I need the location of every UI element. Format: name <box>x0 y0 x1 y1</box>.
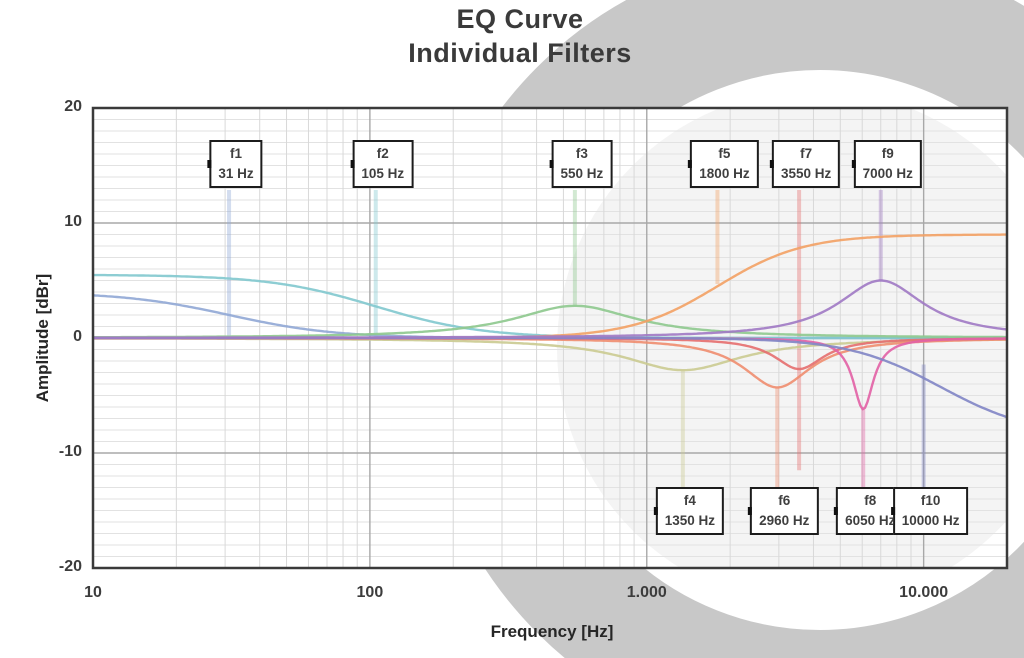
plot-border <box>91 106 1009 570</box>
chart-title-line2: Individual Filters <box>408 38 632 68</box>
filter-label-f2: f2 105 Hz <box>350 140 414 189</box>
filter-frequency: 31 Hz <box>218 165 254 181</box>
label-anchor-nub <box>851 160 856 169</box>
filter-name: f3 <box>575 146 588 161</box>
x-tick-label: 10 <box>84 584 102 601</box>
filter-frequency: 2960 Hz <box>759 512 810 528</box>
filter-name: f1 <box>230 146 243 161</box>
y-tick-label: 0 <box>73 328 82 345</box>
label-anchor-nub <box>890 507 895 516</box>
curve-f9 <box>93 279 1007 339</box>
x-axis-title: Frequency [Hz] <box>490 622 614 641</box>
filter-frequency: 550 Hz <box>560 165 604 181</box>
label-anchor-nub <box>748 507 753 516</box>
filter-name: f10 <box>920 493 941 508</box>
filter-frequency: 1350 Hz <box>664 512 715 528</box>
filter-label-f5: f5 1800 Hz <box>688 140 759 189</box>
filter-frequency: 105 Hz <box>361 165 405 181</box>
filter-curves <box>93 233 1007 419</box>
label-anchor-nub <box>207 160 212 169</box>
y-tick-label: 10 <box>64 213 82 230</box>
filter-frequency: 3550 Hz <box>780 165 832 181</box>
filter-label-f7: f7 3550 Hz <box>769 140 841 189</box>
filter-name: f4 <box>683 493 696 508</box>
label-anchor-nub <box>834 507 839 516</box>
filter-label-f10: f10 10000 Hz <box>890 487 969 536</box>
filter-frequency: 1800 Hz <box>699 165 750 181</box>
filter-label-f1: f1 31 Hz <box>207 140 263 189</box>
label-anchor-nub <box>769 160 774 169</box>
filter-name: f6 <box>778 493 791 508</box>
x-tick-label: 1.000 <box>626 584 667 601</box>
filter-frequency: 6050 Hz <box>845 512 896 528</box>
filter-name: f2 <box>376 146 389 161</box>
filter-label-f6: f6 2960 Hz <box>748 487 819 536</box>
filter-label-f9: f9 7000 Hz <box>851 140 922 189</box>
filter-name: f9 <box>881 146 894 161</box>
x-tick-label: 100 <box>356 584 384 601</box>
filter-label-f3: f3 550 Hz <box>549 140 613 189</box>
label-anchor-nub <box>688 160 693 169</box>
filter-frequency: 7000 Hz <box>862 165 913 181</box>
x-tick-label: 10.000 <box>899 584 949 601</box>
chart-title-line1: EQ Curve <box>456 4 584 34</box>
filter-label-f4: f4 1350 Hz <box>653 487 724 536</box>
y-tick-label: -10 <box>58 443 82 460</box>
label-anchor-nub <box>549 160 554 169</box>
y-tick-label: 20 <box>64 98 82 115</box>
label-anchor-nub <box>653 507 658 516</box>
filter-name: f7 <box>800 146 813 161</box>
filter-frequency: 10000 Hz <box>901 512 960 528</box>
frequency-marker-lines <box>227 190 926 487</box>
y-tick-label: -20 <box>58 558 82 575</box>
label-anchor-nub <box>350 160 355 169</box>
filter-name: f5 <box>718 146 731 161</box>
filter-name: f8 <box>864 493 877 508</box>
